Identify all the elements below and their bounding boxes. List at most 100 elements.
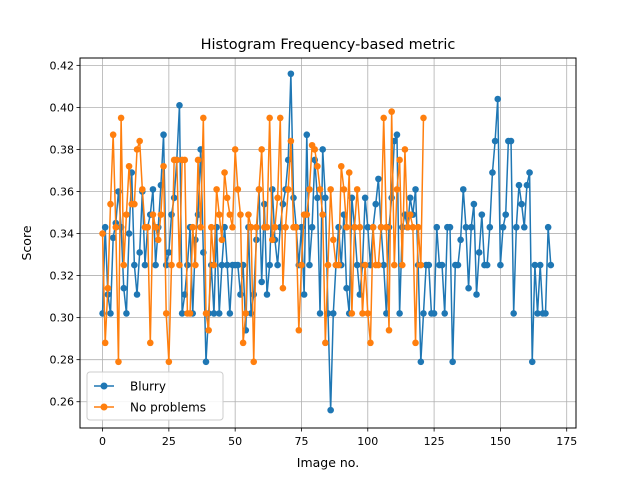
data-point	[133, 291, 141, 298]
data-point	[295, 326, 303, 334]
data-point	[221, 169, 228, 176]
data-point	[534, 310, 541, 317]
data-point	[279, 200, 287, 208]
data-point	[364, 223, 372, 231]
data-point	[123, 310, 130, 317]
data-point	[181, 156, 189, 164]
data-point	[401, 146, 409, 153]
data-point	[478, 211, 486, 218]
data-point	[109, 131, 117, 139]
y-axis-ticks: 0.26 0.28 0.30 0.32 0.34 0.36 0.38 0.40 0.42	[50, 59, 80, 409]
data-point	[178, 310, 186, 317]
data-point	[327, 406, 334, 414]
data-point	[173, 156, 181, 164]
data-point	[417, 261, 425, 269]
data-point	[330, 236, 337, 244]
data-point	[176, 261, 183, 269]
data-point	[393, 186, 401, 193]
data-point	[104, 284, 112, 292]
data-point	[454, 261, 462, 269]
data-point	[99, 230, 106, 237]
data-point	[343, 223, 350, 231]
data-point	[215, 310, 223, 317]
data-point	[234, 261, 242, 269]
data-point	[200, 114, 207, 122]
data-point	[430, 310, 438, 317]
data-point	[531, 261, 539, 269]
legend-label: Blurry	[130, 380, 166, 394]
data-point	[409, 223, 417, 231]
data-point	[491, 137, 499, 145]
data-point	[322, 194, 329, 202]
data-point	[245, 211, 252, 218]
data-point	[388, 108, 395, 115]
y-tick-label: 0.30	[50, 312, 75, 325]
data-point	[353, 261, 361, 269]
data-point	[202, 310, 210, 317]
data-point	[160, 162, 167, 170]
data-point	[306, 186, 313, 193]
data-point	[152, 261, 159, 269]
data-point	[120, 284, 128, 292]
data-point	[162, 310, 170, 317]
data-point	[144, 223, 151, 231]
data-point	[186, 310, 194, 317]
x-tick-label: 125	[424, 435, 445, 448]
y-tick-label: 0.36	[50, 185, 75, 198]
data-point	[115, 358, 122, 366]
data-point	[210, 310, 218, 317]
data-point	[261, 200, 268, 208]
data-point	[205, 326, 212, 334]
data-point	[414, 223, 422, 231]
data-point	[276, 114, 284, 122]
data-point	[250, 291, 258, 298]
data-point	[226, 211, 234, 218]
data-point	[263, 223, 271, 231]
data-point	[237, 211, 244, 218]
data-point	[263, 291, 271, 298]
data-point	[136, 249, 143, 256]
data-point	[152, 223, 159, 231]
data-point	[250, 358, 258, 366]
data-point	[340, 186, 348, 193]
data-point	[266, 114, 273, 122]
data-point	[513, 223, 520, 231]
y-tick-label: 0.34	[50, 228, 75, 241]
data-point	[123, 211, 130, 218]
data-point	[258, 146, 265, 153]
data-point	[420, 114, 427, 122]
data-point	[197, 223, 204, 231]
legend-box	[86, 371, 224, 421]
data-point	[189, 223, 197, 231]
data-point	[149, 186, 157, 193]
data-point	[319, 146, 327, 153]
data-point	[290, 194, 297, 202]
data-point	[547, 261, 555, 269]
data-point	[298, 261, 305, 269]
x-tick-label: 25	[162, 435, 176, 448]
data-point	[133, 146, 141, 153]
data-point	[284, 186, 292, 193]
data-point	[343, 284, 350, 292]
data-point	[311, 146, 319, 153]
data-point	[253, 223, 260, 231]
data-point	[176, 102, 183, 109]
data-point	[258, 278, 265, 286]
data-point	[226, 310, 234, 317]
data-point	[462, 223, 470, 231]
data-point	[146, 339, 154, 347]
data-point	[361, 261, 369, 269]
x-tick-label: 50	[228, 435, 242, 448]
data-point	[274, 261, 281, 269]
legend: Blurry No problems	[86, 371, 224, 421]
data-point	[459, 186, 467, 193]
data-point	[467, 223, 475, 231]
data-point	[316, 310, 324, 317]
data-point	[306, 261, 313, 269]
data-point	[377, 223, 385, 231]
data-point	[417, 358, 425, 366]
chart-title: Histogram Frequency-based metric	[201, 37, 456, 53]
legend-marker	[100, 382, 108, 390]
data-point	[518, 200, 525, 208]
x-tick-label: 150	[490, 435, 511, 448]
